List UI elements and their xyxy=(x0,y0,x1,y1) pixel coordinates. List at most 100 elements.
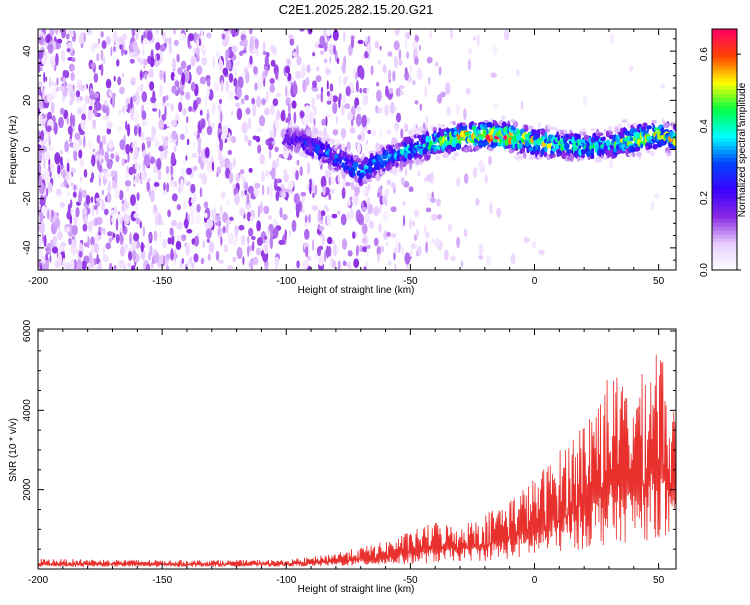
heatmap-cell xyxy=(94,92,100,99)
colorbar-segment xyxy=(712,265,737,271)
heatmap-cell xyxy=(520,100,524,111)
heatmap-cell xyxy=(580,128,587,133)
heatmap-cell xyxy=(379,129,383,137)
heatmap-cell xyxy=(555,128,559,132)
heatmap-cell xyxy=(261,98,266,106)
heatmap-cell xyxy=(292,82,298,96)
heatmap-cell xyxy=(291,267,296,270)
heatmap-cell xyxy=(166,122,171,127)
heatmap-cell xyxy=(154,214,158,226)
heatmap-cell xyxy=(341,104,345,116)
heatmap-cell xyxy=(78,33,84,45)
heatmap-cell xyxy=(174,249,177,263)
heatmap-cell xyxy=(288,124,294,128)
heatmap-cell xyxy=(110,209,115,216)
heatmap-cell xyxy=(75,90,81,98)
heatmap-cell xyxy=(230,135,237,144)
heatmap-cell xyxy=(402,201,406,206)
heatmap-cell xyxy=(183,199,187,210)
heatmap-cell xyxy=(300,111,305,118)
heatmap-cell xyxy=(41,56,47,65)
heatmap-cell xyxy=(153,248,157,256)
heatmap-cell xyxy=(60,245,65,251)
heatmap-cell xyxy=(333,44,336,55)
heatmap-cell xyxy=(328,193,332,201)
heatmap-cell xyxy=(569,129,573,134)
heatmap-cell xyxy=(121,235,124,243)
heatmap-cell xyxy=(609,130,613,134)
heatmap-cell xyxy=(632,122,639,127)
heatmap-cell xyxy=(368,174,372,178)
heatmap-cell xyxy=(438,66,442,76)
heatmap-cell xyxy=(142,58,149,66)
heatmap-cell xyxy=(462,122,466,127)
heatmap-cell xyxy=(264,55,269,66)
heatmap-cell xyxy=(551,147,557,152)
heatmap-cell xyxy=(318,254,325,266)
heatmap-cell xyxy=(66,161,70,174)
colorbar-segment xyxy=(712,117,737,122)
heatmap-cell xyxy=(341,171,346,179)
heatmap-cell xyxy=(246,245,250,257)
colorbar-segment xyxy=(712,169,737,175)
heatmap-cell xyxy=(67,203,71,216)
heatmap-cell xyxy=(79,242,83,250)
heatmap-cell xyxy=(55,188,62,196)
heatmap-cell xyxy=(629,137,634,142)
heatmap-cell xyxy=(276,156,279,168)
heatmap-cell xyxy=(366,244,371,249)
heatmap-cell xyxy=(390,101,395,115)
heatmap-cell xyxy=(180,90,185,96)
heatmap-cell xyxy=(213,81,219,93)
heatmap-cell xyxy=(165,253,172,260)
heatmap-cell xyxy=(199,109,203,116)
heatmap-cell xyxy=(228,162,233,172)
heatmap-cell xyxy=(74,132,81,140)
heatmap-cell xyxy=(43,150,51,161)
heatmap-cell xyxy=(444,249,449,261)
heatmap-cell xyxy=(144,71,148,80)
heatmap-cell xyxy=(342,61,346,74)
heatmap-cell xyxy=(51,209,54,219)
heatmap-cell xyxy=(328,43,335,55)
x-tick-label: -100 xyxy=(276,276,296,287)
heatmap-cell xyxy=(160,150,165,161)
heatmap-cell xyxy=(632,152,636,158)
heatmap-cell xyxy=(179,33,186,42)
heatmap-cell xyxy=(168,133,172,144)
heatmap-cell xyxy=(647,125,652,130)
heatmap-cell xyxy=(234,102,241,108)
heatmap-cell xyxy=(171,85,177,94)
heatmap-cell xyxy=(332,95,338,103)
heatmap-cell xyxy=(387,69,392,81)
heatmap-cell xyxy=(325,115,328,127)
heatmap-cell xyxy=(199,76,206,85)
heatmap-cell xyxy=(42,233,44,242)
colorbar: 0.0 0.2 0.4 0.6 xyxy=(699,28,741,277)
heatmap-cell xyxy=(296,56,302,66)
heatmap-cell xyxy=(92,148,96,153)
heatmap-cell xyxy=(263,78,266,87)
heatmap-cell xyxy=(447,148,452,155)
heatmap-cell xyxy=(169,179,174,188)
heatmap-cell xyxy=(68,63,75,72)
heatmap-cell xyxy=(242,256,245,266)
heatmap-cell xyxy=(117,213,122,221)
heatmap-cell xyxy=(119,43,122,50)
heatmap-cell xyxy=(70,258,75,270)
heatmap-cell xyxy=(72,235,75,240)
heatmap-cell xyxy=(288,180,294,190)
heatmap-cell xyxy=(600,137,606,142)
heatmap-cell xyxy=(266,185,270,196)
colorbar-segment xyxy=(712,225,737,231)
heatmap-cell xyxy=(320,175,327,189)
heatmap-cell xyxy=(305,154,309,158)
heatmap-cell xyxy=(583,134,590,141)
heatmap-cell xyxy=(232,256,237,263)
heatmap-cell xyxy=(59,202,65,208)
heatmap-cell xyxy=(186,167,192,175)
colorbar-segment xyxy=(712,41,737,46)
heatmap-cell xyxy=(170,103,174,112)
heatmap-cell xyxy=(164,105,167,118)
heatmap-cell xyxy=(54,217,61,229)
